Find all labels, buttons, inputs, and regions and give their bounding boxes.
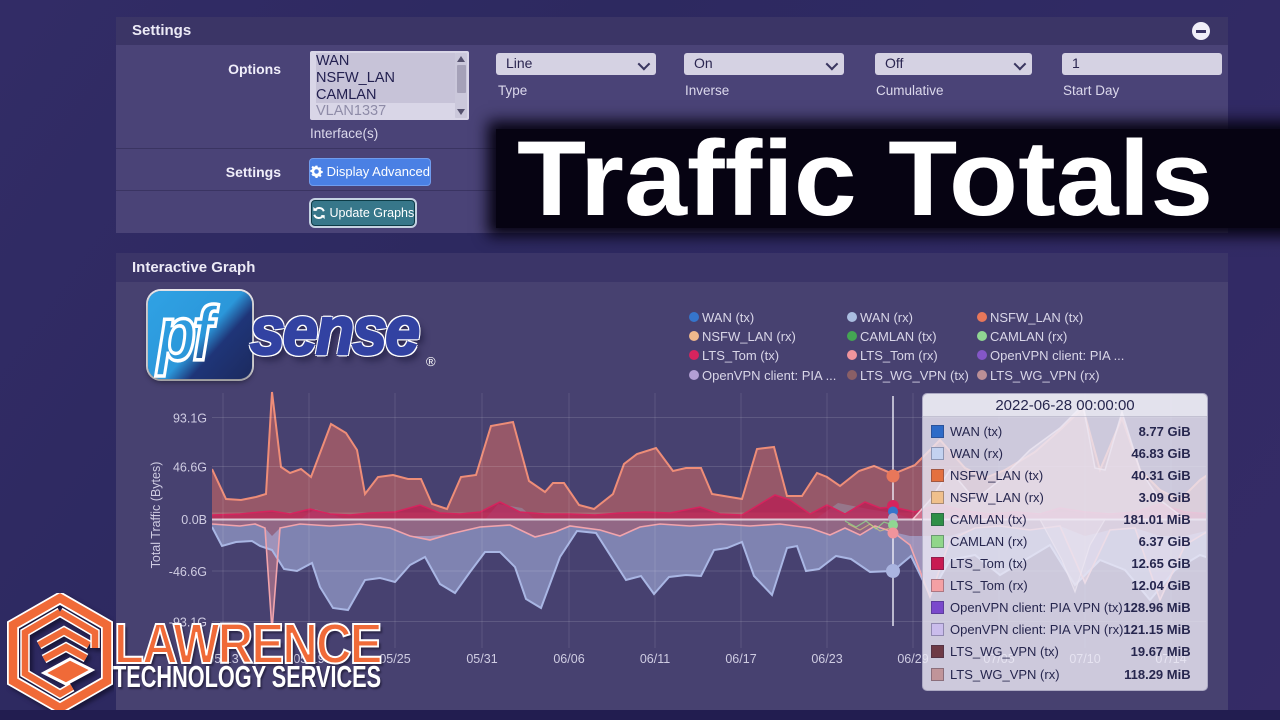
svg-text:-46.6G: -46.6G — [169, 565, 207, 579]
svg-text:06/23: 06/23 — [811, 652, 842, 666]
svg-text:46.6G: 46.6G — [173, 461, 207, 475]
svg-text:93.1G: 93.1G — [173, 412, 207, 426]
svg-text:Total Traffic (Bytes): Total Traffic (Bytes) — [149, 462, 163, 569]
svg-text:05/31: 05/31 — [466, 652, 497, 666]
svg-text:0.0B: 0.0B — [181, 513, 207, 527]
svg-text:-93.1G: -93.1G — [169, 616, 207, 630]
svg-text:05/13: 05/13 — [207, 652, 238, 666]
svg-text:05/19: 05/19 — [293, 652, 324, 666]
svg-text:06/06: 06/06 — [553, 652, 584, 666]
svg-text:06/17: 06/17 — [725, 652, 756, 666]
svg-text:06/29: 06/29 — [897, 652, 928, 666]
svg-text:06/11: 06/11 — [640, 652, 670, 666]
svg-text:05/25: 05/25 — [379, 652, 410, 666]
